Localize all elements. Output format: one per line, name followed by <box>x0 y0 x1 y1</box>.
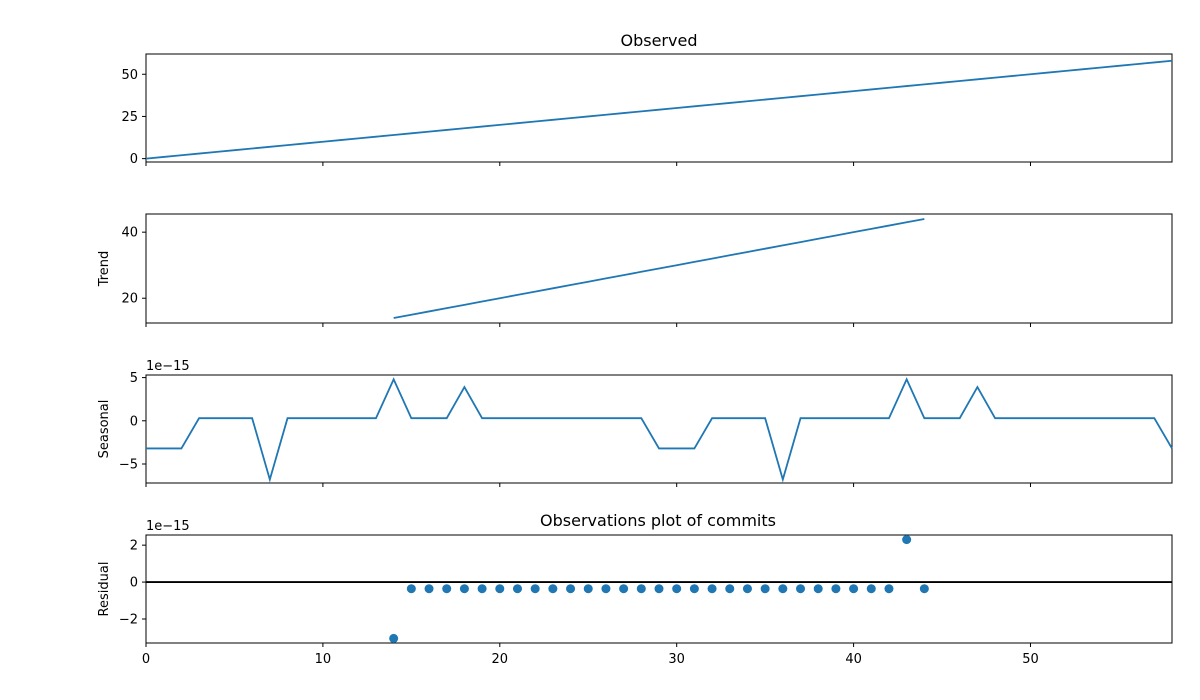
seasonal-ytick-label: 5 <box>130 371 138 386</box>
residual-point <box>849 584 859 594</box>
residual-offset-label: 1e−15 <box>146 519 190 534</box>
residual-point <box>548 584 558 594</box>
residual-point <box>601 584 611 594</box>
trend-ytick-label: 40 <box>121 226 138 241</box>
residual-point <box>442 584 452 594</box>
observed-ytick-label: 0 <box>130 152 138 167</box>
observed-ytick-label: 50 <box>121 68 138 83</box>
residual-point <box>866 584 876 594</box>
residual-point <box>796 584 806 594</box>
residual-point <box>619 584 629 594</box>
residual-point <box>389 633 399 643</box>
residual-point <box>725 584 735 594</box>
residual-point <box>672 584 682 594</box>
residual-ytick-label: 0 <box>130 576 138 591</box>
residual-point <box>424 584 434 594</box>
residual-xtick-label: 50 <box>1022 652 1039 667</box>
residual-point <box>636 584 646 594</box>
residual-point <box>778 584 788 594</box>
residual-point <box>813 584 823 594</box>
residual-ytick-label: 2 <box>130 539 138 554</box>
residual-point <box>477 584 487 594</box>
residual-axes-frame <box>145 534 1173 644</box>
residual-point <box>583 584 593 594</box>
seasonal-axes-frame <box>145 374 1173 484</box>
seasonal-offset-label: 1e−15 <box>146 359 190 374</box>
residual-point <box>919 584 929 594</box>
trend-ytick-label: 20 <box>121 292 138 307</box>
residual-xtick-label: 10 <box>315 652 332 667</box>
residual-point <box>884 584 894 594</box>
residual-point <box>760 584 770 594</box>
trend-ylabel: Trend <box>97 251 112 288</box>
observed-axes-frame <box>145 53 1173 163</box>
residual-point <box>689 584 699 594</box>
residual-point <box>707 584 717 594</box>
residual-xtick-label: 20 <box>492 652 509 667</box>
residual-point <box>831 584 841 594</box>
seasonal-ytick-label: −5 <box>119 457 138 472</box>
residual-ytick-label: −2 <box>119 613 138 628</box>
residual-point <box>512 584 522 594</box>
residual-point <box>459 584 469 594</box>
residual-point <box>530 584 540 594</box>
residual-xtick-label: 30 <box>668 652 685 667</box>
residual-xtick-label: 0 <box>142 652 150 667</box>
residual-point <box>902 535 912 545</box>
residual-xtick-label: 40 <box>845 652 862 667</box>
trend-line <box>393 218 925 319</box>
observed-title: Observed <box>621 31 698 50</box>
residual-point <box>742 584 752 594</box>
figure-title: Observations plot of commits <box>540 511 776 530</box>
seasonal-line <box>146 377 1173 483</box>
observed-line <box>145 59 1173 160</box>
seasonal-ytick-label: 0 <box>130 414 138 429</box>
seasonal-ylabel: Seasonal <box>97 400 112 459</box>
residual-ylabel: Residual <box>97 562 112 617</box>
residual-point <box>654 584 664 594</box>
residual-point <box>566 584 576 594</box>
observed-ytick-label: 25 <box>121 110 138 125</box>
residual-point <box>495 584 505 594</box>
trend-axes-frame <box>145 213 1173 324</box>
residual-point <box>406 584 416 594</box>
